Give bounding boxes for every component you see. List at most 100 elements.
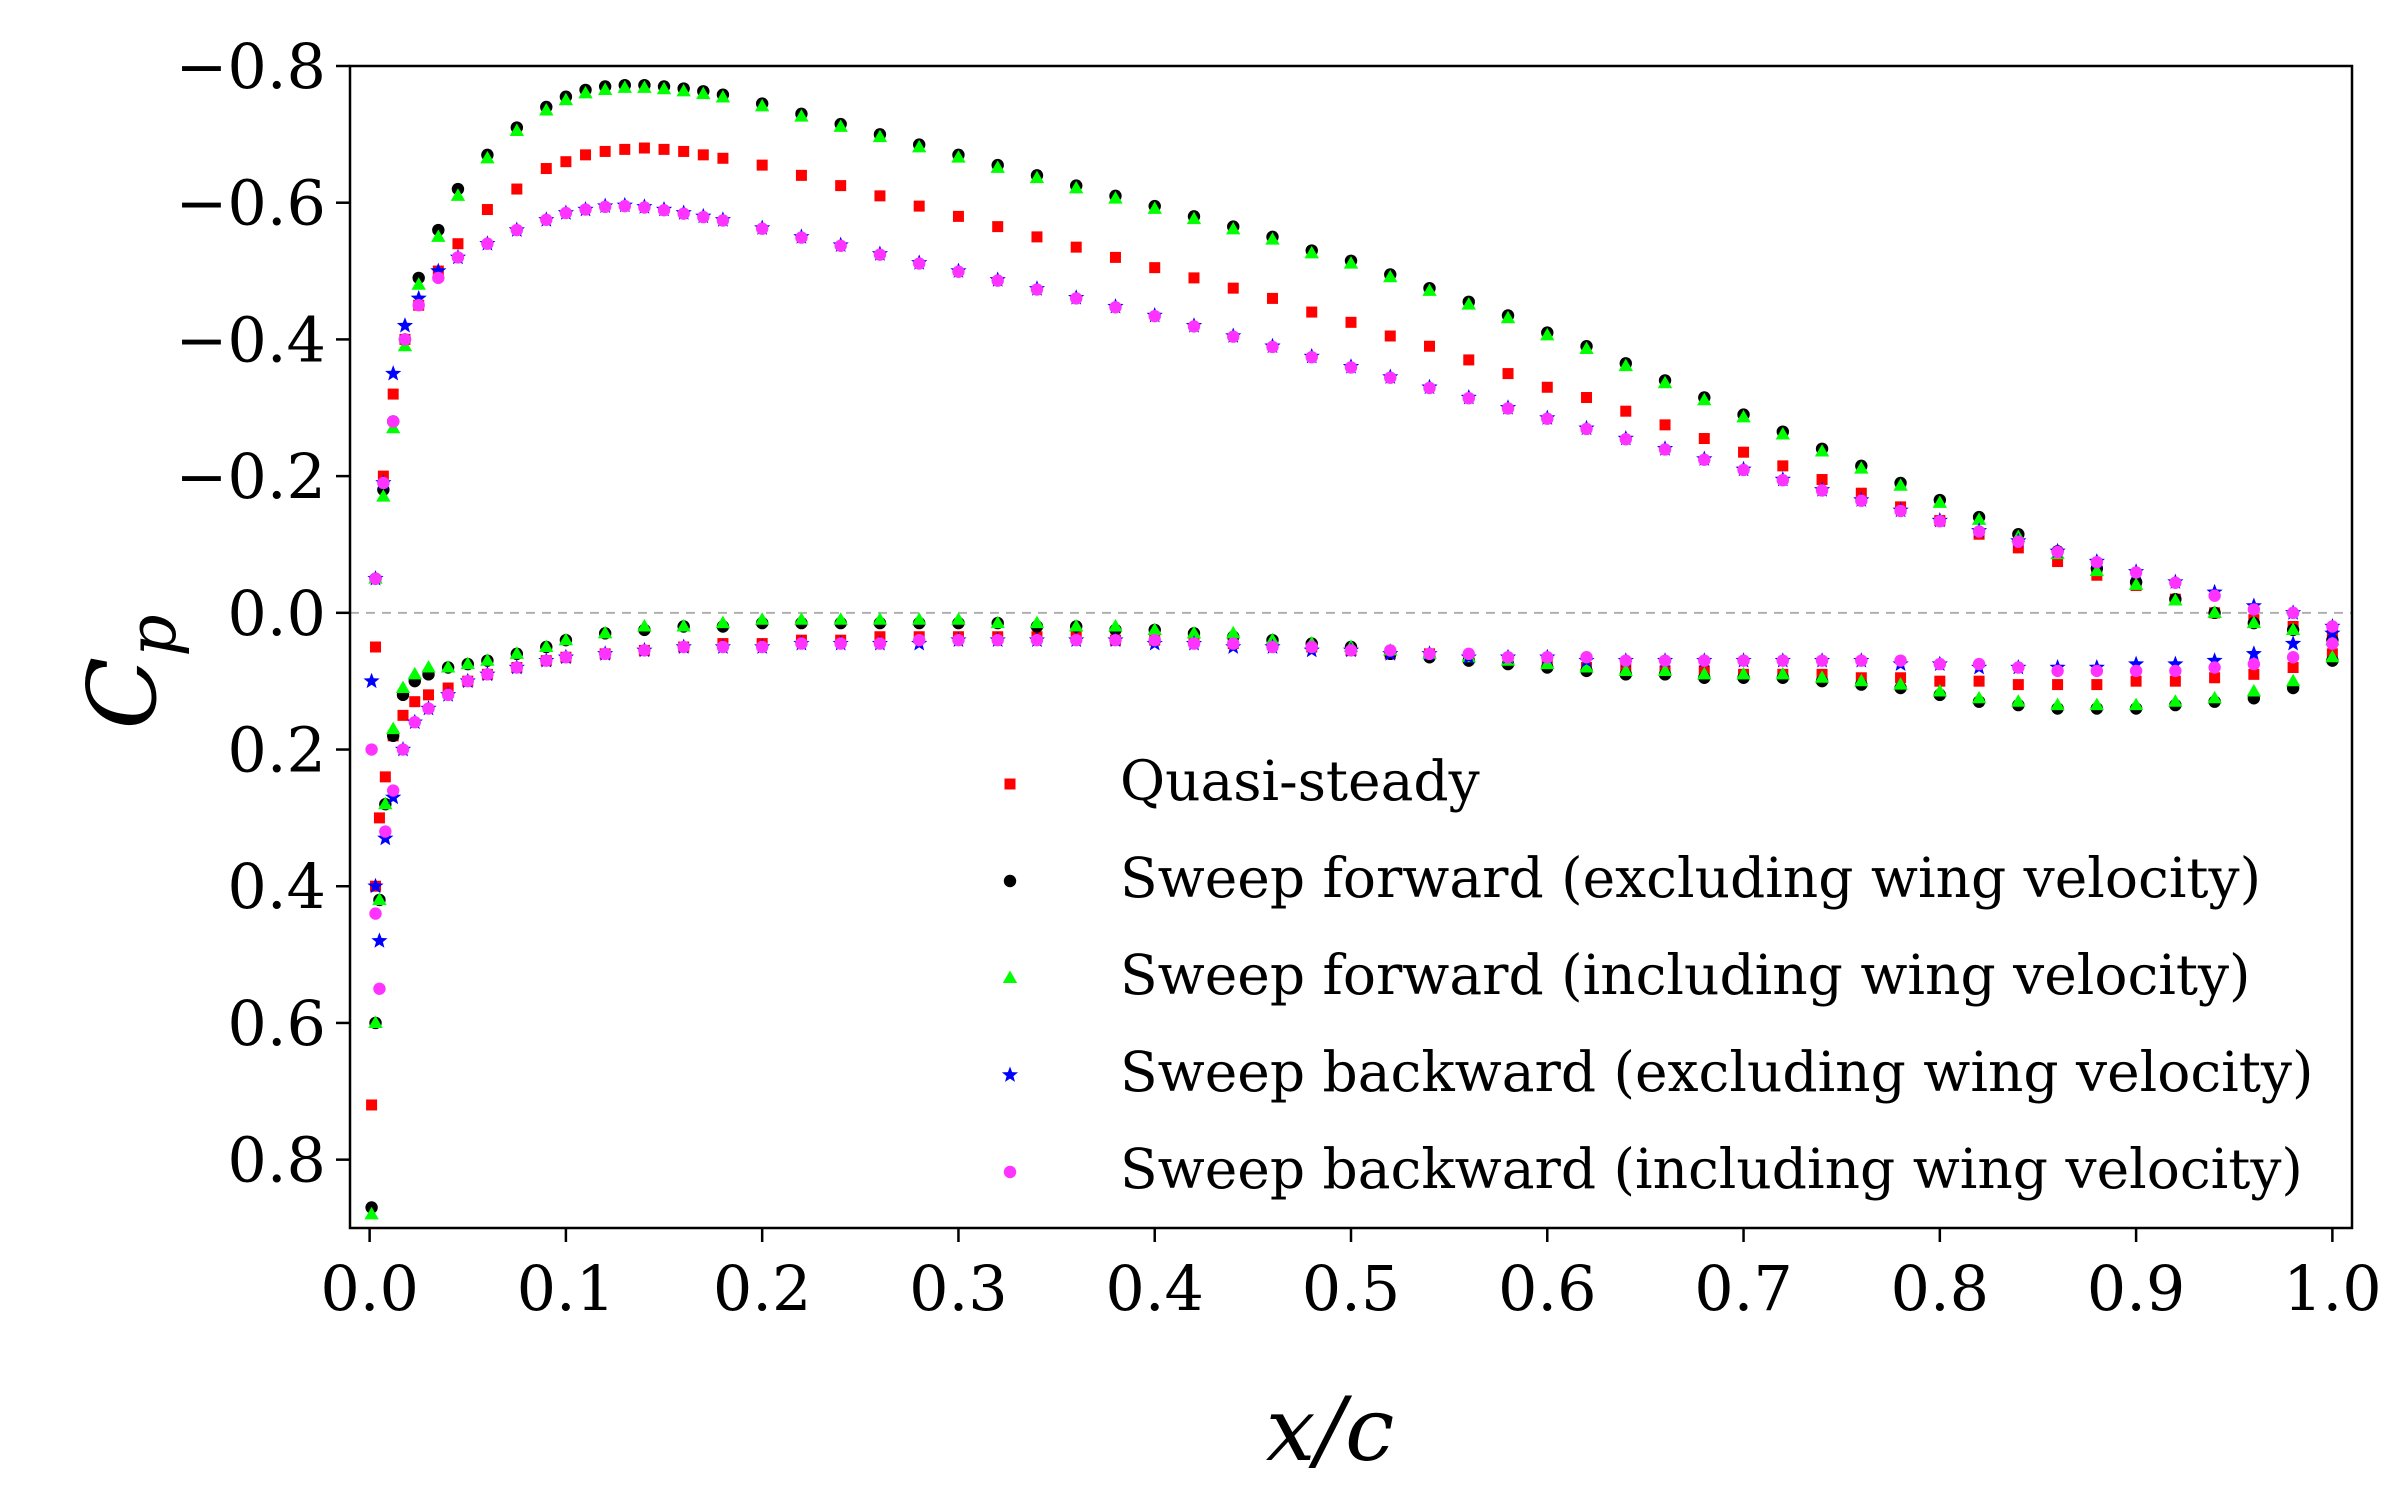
data-point-lower bbox=[1972, 657, 1986, 671]
data-point-lower bbox=[794, 612, 809, 625]
data-point-upper bbox=[411, 277, 426, 290]
data-point-lower bbox=[397, 709, 409, 721]
data-point-upper bbox=[1227, 330, 1240, 343]
data-point-upper bbox=[511, 183, 523, 195]
data-point-upper bbox=[1029, 170, 1045, 184]
data-point-upper bbox=[559, 206, 573, 220]
data-point-lower bbox=[795, 637, 808, 650]
data-point-upper bbox=[2129, 566, 2143, 579]
data-point-lower bbox=[539, 639, 554, 653]
data-point-upper bbox=[452, 238, 464, 250]
data-point-lower bbox=[441, 688, 455, 702]
data-point-lower bbox=[1894, 654, 1907, 667]
data-point-lower bbox=[396, 743, 410, 756]
data-point-lower bbox=[1934, 675, 1946, 687]
data-point-lower bbox=[2248, 668, 2260, 680]
data-point-upper bbox=[1226, 221, 1241, 235]
data-point-upper bbox=[1777, 460, 1789, 472]
data-point-upper bbox=[677, 207, 690, 220]
legend-marker bbox=[1003, 874, 1017, 888]
data-point-lower bbox=[716, 640, 730, 654]
data-point-upper bbox=[1738, 446, 1750, 458]
data-point-lower bbox=[1423, 647, 1436, 661]
data-point-upper bbox=[430, 262, 447, 278]
data-point-lower bbox=[2168, 694, 2183, 707]
data-point-lower bbox=[1736, 666, 1751, 680]
data-point-lower bbox=[1109, 633, 1122, 647]
data-point-upper bbox=[638, 201, 651, 214]
data-point-upper bbox=[696, 86, 711, 100]
data-point-lower bbox=[952, 633, 965, 647]
x-tick-label: 0.6 bbox=[1498, 1252, 1597, 1325]
data-point-upper bbox=[480, 150, 495, 164]
data-point-upper bbox=[1383, 269, 1398, 283]
data-point-upper bbox=[1304, 245, 1319, 259]
data-point-lower bbox=[872, 612, 888, 625]
data-point-upper bbox=[1580, 422, 1593, 436]
x-tick-label: 0.2 bbox=[713, 1252, 812, 1325]
data-point-upper bbox=[619, 143, 631, 155]
data-point-lower bbox=[421, 660, 436, 673]
data-point-upper bbox=[1186, 211, 1202, 225]
data-point-upper bbox=[410, 289, 427, 306]
data-point-lower bbox=[1697, 666, 1712, 680]
data-point-upper bbox=[1109, 301, 1122, 314]
data-point-lower bbox=[379, 825, 392, 838]
data-point-upper bbox=[1344, 361, 1358, 374]
data-point-upper bbox=[1541, 381, 1553, 393]
data-point-lower bbox=[363, 672, 380, 689]
data-point-upper bbox=[377, 476, 390, 490]
y-tick-label: −0.2 bbox=[175, 440, 326, 513]
data-point-lower bbox=[2286, 651, 2300, 664]
data-point-upper bbox=[911, 139, 927, 153]
data-point-upper bbox=[835, 180, 847, 192]
legend-label: Sweep forward (including wing velocity) bbox=[1120, 943, 2250, 1007]
data-point-upper bbox=[509, 123, 525, 136]
data-point-lower bbox=[1462, 647, 1475, 661]
x-tick-label: 0.3 bbox=[909, 1252, 1008, 1325]
data-point-upper bbox=[1581, 392, 1593, 404]
data-point-lower bbox=[1737, 654, 1750, 667]
data-point-upper bbox=[1343, 256, 1359, 269]
data-point-lower bbox=[2130, 675, 2142, 687]
data-point-upper bbox=[578, 85, 593, 99]
data-point-upper bbox=[579, 203, 592, 216]
legend-marker bbox=[1001, 1066, 1019, 1082]
data-point-upper bbox=[1657, 375, 1673, 389]
data-point-upper bbox=[1070, 241, 1082, 253]
data-point-upper bbox=[833, 119, 848, 132]
data-point-upper bbox=[412, 299, 425, 312]
data-point-upper bbox=[717, 152, 729, 164]
data-point-upper bbox=[1149, 262, 1161, 274]
data-point-lower bbox=[2325, 649, 2340, 663]
data-point-lower bbox=[1973, 675, 1985, 687]
data-point-upper bbox=[1424, 340, 1436, 352]
data-point-upper bbox=[1815, 484, 1829, 497]
data-point-lower bbox=[912, 633, 926, 647]
data-point-lower bbox=[1070, 633, 1083, 647]
y-tick-label: −0.4 bbox=[175, 303, 326, 376]
data-point-lower bbox=[409, 696, 421, 708]
data-point-upper bbox=[755, 222, 769, 235]
data-point-lower bbox=[1618, 663, 1633, 676]
data-point-lower bbox=[833, 612, 848, 625]
data-point-lower bbox=[755, 640, 769, 654]
data-point-lower bbox=[2207, 690, 2222, 704]
data-point-upper bbox=[657, 204, 671, 217]
data-point-upper bbox=[1463, 354, 1475, 366]
data-point-lower bbox=[754, 612, 770, 625]
data-point-lower bbox=[1186, 625, 1202, 639]
data-point-lower bbox=[365, 743, 378, 756]
data-point-upper bbox=[481, 237, 494, 250]
data-point-upper bbox=[1737, 463, 1750, 477]
data-point-upper bbox=[617, 80, 632, 93]
legend-item: Quasi-steady bbox=[1004, 749, 1480, 813]
data-point-lower bbox=[1933, 657, 1947, 671]
data-point-upper bbox=[952, 265, 965, 278]
data-point-lower bbox=[1187, 637, 1201, 650]
data-point-upper bbox=[370, 641, 382, 653]
data-point-lower bbox=[2128, 655, 2145, 671]
data-point-lower bbox=[2247, 657, 2261, 671]
data-point-upper bbox=[432, 271, 445, 285]
